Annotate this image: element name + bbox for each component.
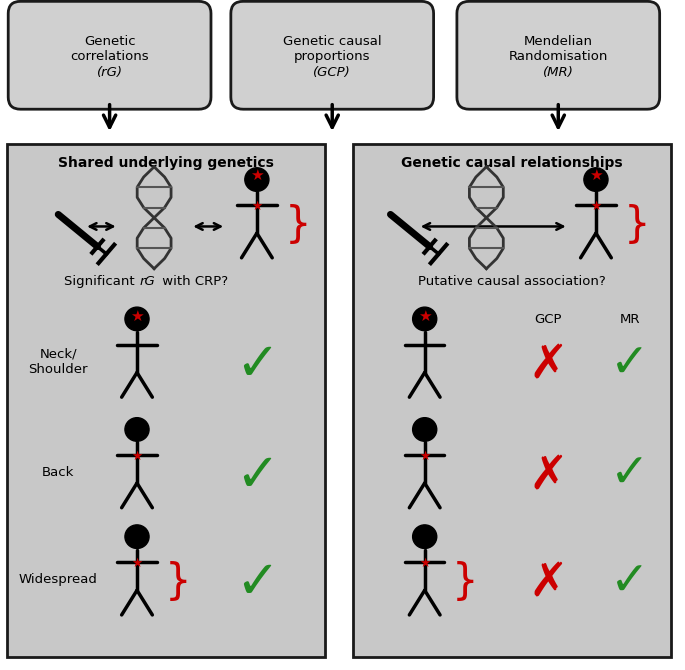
Circle shape	[412, 417, 437, 442]
Text: Significant: Significant	[64, 275, 138, 288]
Circle shape	[584, 168, 608, 192]
Text: }: }	[452, 561, 479, 603]
Text: }: }	[164, 561, 191, 603]
Text: with CRP?: with CRP?	[158, 275, 228, 288]
Text: ★: ★	[589, 168, 603, 183]
FancyBboxPatch shape	[8, 1, 211, 109]
Bar	[353, 144, 671, 657]
Text: ★: ★	[250, 168, 264, 183]
Circle shape	[125, 417, 149, 442]
Text: ✓: ✓	[235, 339, 279, 391]
Text: Randomisation: Randomisation	[508, 50, 608, 63]
Text: ★: ★	[132, 557, 142, 570]
Text: proportions: proportions	[294, 50, 371, 63]
Text: Genetic causal relationships: Genetic causal relationships	[401, 156, 623, 170]
Text: Genetic causal: Genetic causal	[283, 36, 382, 48]
Text: (GCP): (GCP)	[313, 66, 351, 79]
Text: rG: rG	[140, 275, 155, 288]
Text: Genetic: Genetic	[84, 36, 136, 48]
Text: ✓: ✓	[610, 560, 650, 606]
Text: ★: ★	[251, 200, 262, 213]
Text: }: }	[284, 204, 311, 246]
Text: MR: MR	[620, 313, 640, 326]
Text: Widespread: Widespread	[18, 573, 98, 586]
Text: ✓: ✓	[610, 453, 650, 498]
Text: ✗: ✗	[528, 560, 568, 606]
Circle shape	[245, 168, 269, 192]
Text: ✓: ✓	[610, 342, 650, 388]
FancyBboxPatch shape	[231, 1, 434, 109]
Text: Shared underlying genetics: Shared underlying genetics	[58, 156, 274, 170]
Text: GCP: GCP	[534, 313, 562, 326]
Text: Putative causal association?: Putative causal association?	[418, 275, 606, 288]
Circle shape	[412, 307, 437, 331]
Text: ★: ★	[590, 200, 601, 213]
Text: Neck/
Shoulder: Neck/ Shoulder	[29, 348, 88, 376]
Text: }: }	[623, 204, 650, 246]
Text: ✗: ✗	[528, 453, 568, 498]
Circle shape	[125, 525, 149, 549]
Text: Back: Back	[42, 466, 75, 479]
Bar	[7, 144, 325, 657]
Circle shape	[412, 525, 437, 549]
Text: ★: ★	[418, 309, 432, 324]
Text: (rG): (rG)	[97, 66, 123, 79]
Text: ★: ★	[419, 557, 430, 570]
Text: ✓: ✓	[235, 557, 279, 609]
FancyBboxPatch shape	[457, 1, 660, 109]
Text: (MR): (MR)	[543, 66, 574, 79]
Text: ★: ★	[419, 450, 430, 463]
Text: correlations: correlations	[71, 50, 149, 63]
Text: Mendelian: Mendelian	[524, 36, 593, 48]
Text: ★: ★	[130, 309, 144, 324]
Text: ★: ★	[132, 450, 142, 463]
Text: ✓: ✓	[235, 450, 279, 502]
Circle shape	[125, 307, 149, 331]
Text: KEY RESULTS: KEY RESULTS	[7, 12, 151, 31]
Text: ✗: ✗	[528, 342, 568, 388]
